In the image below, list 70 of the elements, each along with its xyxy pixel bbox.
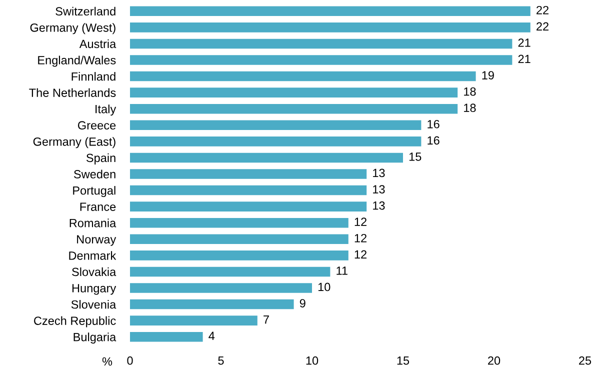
y-tick-label: Germany (West) bbox=[30, 23, 116, 34]
x-tick-label: 10 bbox=[306, 356, 318, 365]
y-tick-label: Slovakia bbox=[72, 267, 116, 276]
x-tick-label: 5 bbox=[218, 356, 224, 365]
y-tick-label: Bulgaria bbox=[74, 332, 116, 344]
x-tick-label: 0 bbox=[127, 356, 133, 365]
bar bbox=[130, 218, 348, 228]
bar bbox=[130, 234, 348, 244]
data-label: 16 bbox=[428, 120, 440, 128]
y-tick-label: England/Wales bbox=[38, 56, 116, 67]
y-tick-label: Norway bbox=[77, 235, 116, 246]
bar bbox=[130, 104, 458, 114]
y-tick-label: Romania bbox=[70, 218, 116, 228]
data-label: 19 bbox=[482, 71, 494, 80]
data-label: 12 bbox=[354, 250, 366, 258]
data-label: 11 bbox=[336, 266, 348, 275]
bar bbox=[130, 185, 367, 196]
data-label: 7 bbox=[264, 316, 269, 324]
y-tick-label: Finnland bbox=[72, 72, 116, 81]
data-label: 18 bbox=[464, 87, 476, 96]
y-tick-label: Denmark bbox=[69, 251, 116, 260]
y-tick-label: Germany (East) bbox=[33, 137, 116, 148]
data-label: 16 bbox=[428, 136, 440, 145]
x-axis-title: % bbox=[102, 357, 112, 366]
bar bbox=[130, 71, 476, 82]
data-label: 13 bbox=[373, 201, 385, 210]
y-tick-label: Sweden bbox=[74, 170, 116, 178]
bar bbox=[130, 6, 530, 16]
y-tick-label: Greece bbox=[78, 121, 116, 130]
bar bbox=[130, 169, 367, 179]
y-tick-label: Czech Republic bbox=[34, 316, 116, 328]
data-label: 22 bbox=[536, 6, 548, 14]
data-label: 18 bbox=[464, 104, 476, 112]
bar bbox=[130, 266, 330, 277]
y-tick-label: Spain bbox=[86, 153, 116, 164]
bar bbox=[130, 38, 512, 49]
data-label: 21 bbox=[518, 54, 530, 64]
y-tick-label: The Netherlands bbox=[29, 88, 116, 97]
bar bbox=[130, 299, 294, 310]
data-label: 10 bbox=[318, 282, 330, 292]
x-tick-label: 25 bbox=[579, 356, 592, 365]
y-tick-label: Austria bbox=[79, 39, 116, 48]
bar bbox=[130, 202, 367, 212]
bar bbox=[130, 22, 530, 32]
data-label: 12 bbox=[354, 218, 366, 226]
data-label: 9 bbox=[300, 299, 306, 308]
bar bbox=[130, 283, 312, 293]
data-label: 15 bbox=[409, 152, 422, 161]
data-label: 12 bbox=[354, 234, 366, 242]
y-tick-label: Italy bbox=[96, 104, 116, 116]
bar bbox=[130, 332, 203, 342]
x-tick-label: 15 bbox=[397, 356, 410, 365]
bar bbox=[130, 250, 348, 260]
bar bbox=[130, 120, 422, 130]
y-tick-label: Switzerland bbox=[56, 6, 116, 16]
data-label: 21 bbox=[518, 38, 530, 47]
data-label: 22 bbox=[536, 22, 548, 30]
data-label: 13 bbox=[373, 185, 385, 194]
y-tick-label: Portugal bbox=[73, 186, 116, 198]
x-tick-label: 20 bbox=[488, 356, 500, 365]
y-tick-label: Slovenia bbox=[71, 300, 116, 309]
data-label: 4 bbox=[208, 332, 215, 340]
data-label: 13 bbox=[373, 168, 385, 178]
bar bbox=[130, 136, 422, 146]
y-tick-label: Hungary bbox=[72, 284, 116, 295]
bar bbox=[130, 55, 512, 65]
bar bbox=[130, 152, 403, 163]
bar bbox=[130, 88, 458, 98]
y-tick-label: France bbox=[80, 202, 116, 211]
bar bbox=[130, 316, 258, 326]
